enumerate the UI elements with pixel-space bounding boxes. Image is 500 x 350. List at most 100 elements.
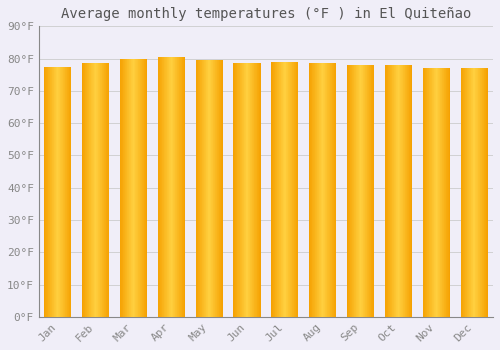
Bar [88, 63, 89, 317]
Bar [309, 63, 310, 317]
Bar [283, 62, 284, 317]
Bar [444, 68, 445, 317]
Bar [212, 60, 213, 317]
Bar [255, 63, 256, 317]
Bar [428, 68, 429, 317]
Bar [330, 63, 331, 317]
Bar [400, 65, 401, 317]
Bar [368, 65, 370, 317]
Bar [159, 57, 160, 317]
Bar [139, 58, 140, 317]
Bar [105, 63, 106, 317]
Bar [204, 60, 205, 317]
Bar [272, 62, 274, 317]
Bar [135, 58, 136, 317]
Bar [57, 66, 58, 317]
Bar [436, 68, 437, 317]
Bar [68, 66, 70, 317]
Bar [320, 63, 322, 317]
Bar [146, 58, 147, 317]
Bar [242, 63, 243, 317]
Bar [216, 60, 218, 317]
Bar [168, 57, 170, 317]
Bar [357, 65, 358, 317]
Bar [473, 68, 474, 317]
Bar [388, 65, 389, 317]
Bar [234, 63, 236, 317]
Bar [206, 60, 207, 317]
Bar [174, 57, 176, 317]
Bar [477, 68, 478, 317]
Bar [358, 65, 359, 317]
Bar [404, 65, 405, 317]
Bar [352, 65, 353, 317]
Bar [405, 65, 406, 317]
Bar [460, 68, 488, 317]
Bar [329, 63, 330, 317]
Bar [487, 68, 488, 317]
Bar [289, 62, 290, 317]
Bar [479, 68, 480, 317]
Bar [431, 68, 432, 317]
Bar [312, 63, 313, 317]
Bar [360, 65, 361, 317]
Title: Average monthly temperatures (°F ) in El Quiteñao: Average monthly temperatures (°F ) in El… [60, 7, 471, 21]
Bar [390, 65, 391, 317]
Bar [211, 60, 212, 317]
Bar [251, 63, 252, 317]
Bar [143, 58, 144, 317]
Bar [137, 58, 138, 317]
Bar [184, 57, 185, 317]
Bar [474, 68, 475, 317]
Bar [438, 68, 439, 317]
Bar [327, 63, 328, 317]
Bar [324, 63, 325, 317]
Bar [249, 63, 250, 317]
Bar [103, 63, 104, 317]
Bar [448, 68, 449, 317]
Bar [246, 63, 247, 317]
Bar [181, 57, 182, 317]
Bar [481, 68, 482, 317]
Bar [387, 65, 388, 317]
Bar [478, 68, 479, 317]
Bar [331, 63, 332, 317]
Bar [241, 63, 242, 317]
Bar [394, 65, 395, 317]
Bar [401, 65, 402, 317]
Bar [462, 68, 463, 317]
Bar [108, 63, 109, 317]
Bar [464, 68, 466, 317]
Bar [182, 57, 183, 317]
Bar [280, 62, 281, 317]
Bar [238, 63, 239, 317]
Bar [355, 65, 356, 317]
Bar [398, 65, 399, 317]
Bar [213, 60, 214, 317]
Bar [196, 60, 197, 317]
Bar [237, 63, 238, 317]
Bar [218, 60, 220, 317]
Bar [391, 65, 392, 317]
Bar [160, 57, 161, 317]
Bar [410, 65, 412, 317]
Bar [64, 66, 65, 317]
Bar [395, 65, 396, 317]
Bar [430, 68, 431, 317]
Bar [468, 68, 469, 317]
Bar [106, 63, 107, 317]
Bar [59, 66, 60, 317]
Bar [141, 58, 142, 317]
Bar [294, 62, 295, 317]
Bar [124, 58, 126, 317]
Bar [397, 65, 398, 317]
Bar [205, 60, 206, 317]
Bar [335, 63, 336, 317]
Bar [178, 57, 179, 317]
Bar [403, 65, 404, 317]
Bar [50, 66, 51, 317]
Bar [315, 63, 316, 317]
Bar [373, 65, 374, 317]
Bar [170, 57, 172, 317]
Bar [54, 66, 55, 317]
